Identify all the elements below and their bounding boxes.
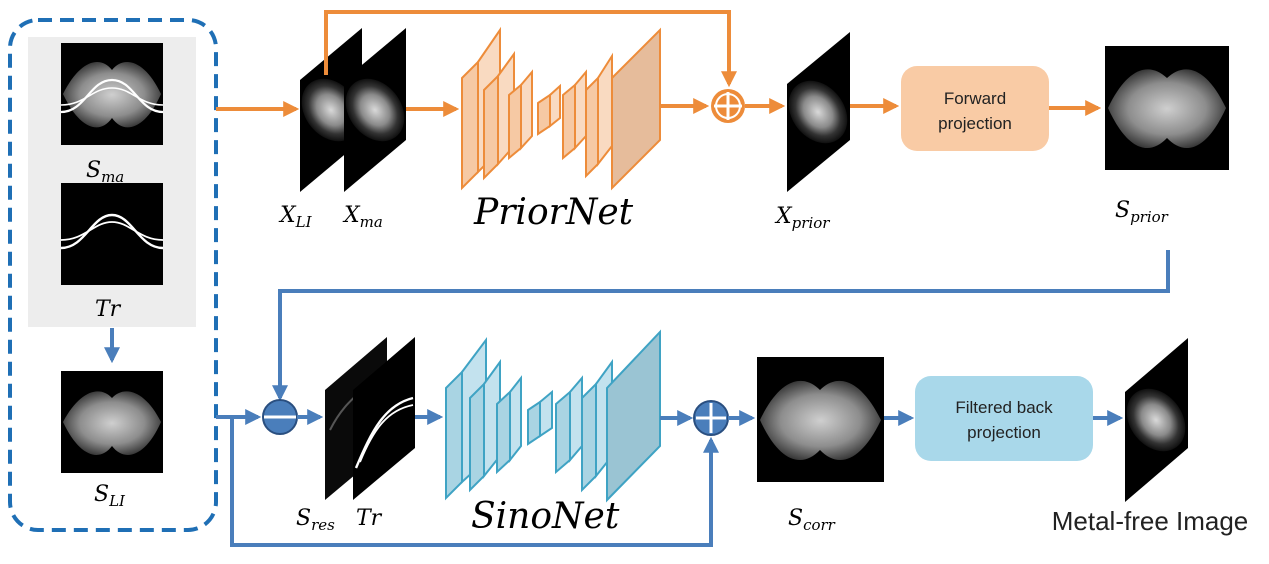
- s-ma-image: [60, 43, 164, 145]
- metal-free-label: Metal-free Image: [1052, 506, 1249, 536]
- fbp-box: [915, 376, 1093, 461]
- s-prior-image: [1105, 46, 1229, 170]
- metal-free-slice: [1125, 338, 1188, 502]
- x-ma-label: Xma: [342, 203, 383, 231]
- orange-add-node: [711, 89, 745, 123]
- tr-image: [60, 183, 164, 285]
- s-res-label: Sres: [296, 506, 335, 534]
- priornet-block: [461, 26, 661, 191]
- s-prior-label: Sprior: [1115, 198, 1169, 226]
- blue-bypass-line: [230, 417, 719, 547]
- s-corr-label: Scorr: [788, 506, 836, 534]
- s-li-label: SLI: [94, 482, 126, 510]
- x-ma-slice: [344, 28, 406, 192]
- s-corr-image: [757, 357, 884, 482]
- priornet-label: PriorNet: [473, 192, 634, 233]
- tr-left-label: Tr: [95, 297, 122, 322]
- sinonet-block: [445, 329, 661, 503]
- forward-line1: Forward: [944, 89, 1006, 108]
- x-prior-label: Xprior: [774, 204, 830, 232]
- sinonet-label: SinoNet: [471, 496, 620, 537]
- fbp-line2: projection: [967, 423, 1041, 442]
- tr-slice: [353, 337, 415, 500]
- fbp-line1: Filtered back: [955, 398, 1053, 417]
- forward-projection-box: [901, 66, 1049, 151]
- forward-line2: projection: [938, 114, 1012, 133]
- blue-feedback-line: [272, 250, 1170, 402]
- s-ma-label: Sma: [86, 158, 124, 186]
- x-prior-slice: [787, 32, 850, 192]
- orange-skip-connection: [324, 10, 737, 88]
- input-group-border: [8, 18, 218, 532]
- s-li-image: [61, 371, 163, 473]
- blue-add-node: [693, 400, 729, 436]
- tr-mid-label: Tr: [356, 506, 383, 531]
- x-li-label: XLI: [278, 203, 313, 231]
- subtract-node: [262, 399, 298, 435]
